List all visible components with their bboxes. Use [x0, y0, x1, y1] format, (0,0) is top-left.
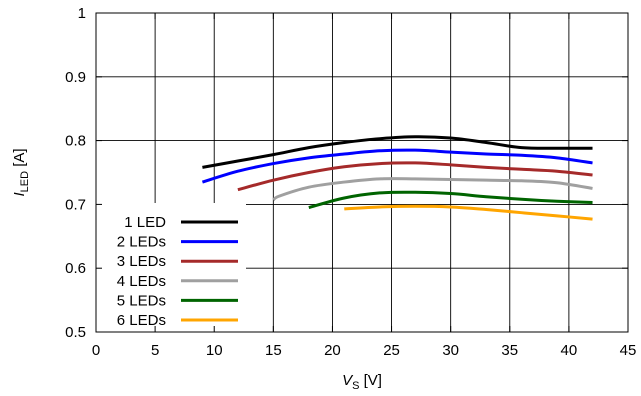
series-line-1: [202, 135, 593, 169]
axis-subscript: LED: [19, 171, 31, 192]
x-tick-label: 40: [561, 342, 578, 359]
series-line-2: [201, 148, 593, 184]
axis-unit: [A]: [11, 148, 28, 171]
y-tick-label: 0.9: [65, 69, 86, 86]
series-line-3: [237, 161, 593, 192]
axis-title-text: ILED [A]: [11, 148, 31, 196]
x-tick-label: 25: [383, 342, 400, 359]
x-tick-label: 5: [151, 342, 159, 359]
series-line-4: [272, 177, 593, 202]
legend: 1 LED 2 LEDs 3 LEDs 4 LEDs 5 LEDs 6 LEDs: [117, 214, 238, 329]
x-axis-title: VS [V]: [342, 372, 382, 392]
axis-variable: V: [342, 372, 354, 389]
x-tick-label: 0: [92, 342, 100, 359]
axis-title-text: VS [V]: [342, 372, 382, 392]
x-tick-label: 35: [501, 342, 518, 359]
y-tick-label: 1: [78, 5, 86, 22]
axis-variable: I: [11, 192, 28, 196]
plot-frame: [95, 12, 629, 333]
y-tick-label: 0.7: [65, 196, 86, 213]
x-tick-label: 45: [620, 342, 637, 359]
grid: [96, 13, 628, 332]
x-tick-label: 15: [265, 342, 282, 359]
axis-subscript: S: [352, 380, 359, 392]
series-line-5: [308, 190, 593, 210]
legend-label: 1 LED: [124, 214, 166, 231]
x-tick-label: 10: [206, 342, 223, 359]
legend-label: 6 LEDs: [117, 312, 166, 329]
ticks: 0 5 10 15 20 25 30 35 40 45 0.5 0.6 0.7 0.8 0.9 1: [65, 5, 636, 359]
y-axis-title: ILED [A]: [11, 148, 31, 196]
axis-unit: [V]: [359, 372, 382, 389]
series-line-6: [344, 204, 593, 221]
legend-label: 4 LEDs: [117, 273, 166, 290]
series-layer: [201, 135, 593, 221]
x-tick-label: 30: [442, 342, 459, 359]
y-tick-label: 0.6: [65, 260, 86, 277]
x-tick-label: 20: [324, 342, 341, 359]
legend-label: 2 LEDs: [117, 234, 166, 251]
legend-label: 3 LEDs: [117, 253, 166, 270]
legend-label: 5 LEDs: [117, 292, 166, 309]
y-tick-label: 0.5: [65, 324, 86, 341]
y-tick-label: 0.8: [65, 133, 86, 150]
